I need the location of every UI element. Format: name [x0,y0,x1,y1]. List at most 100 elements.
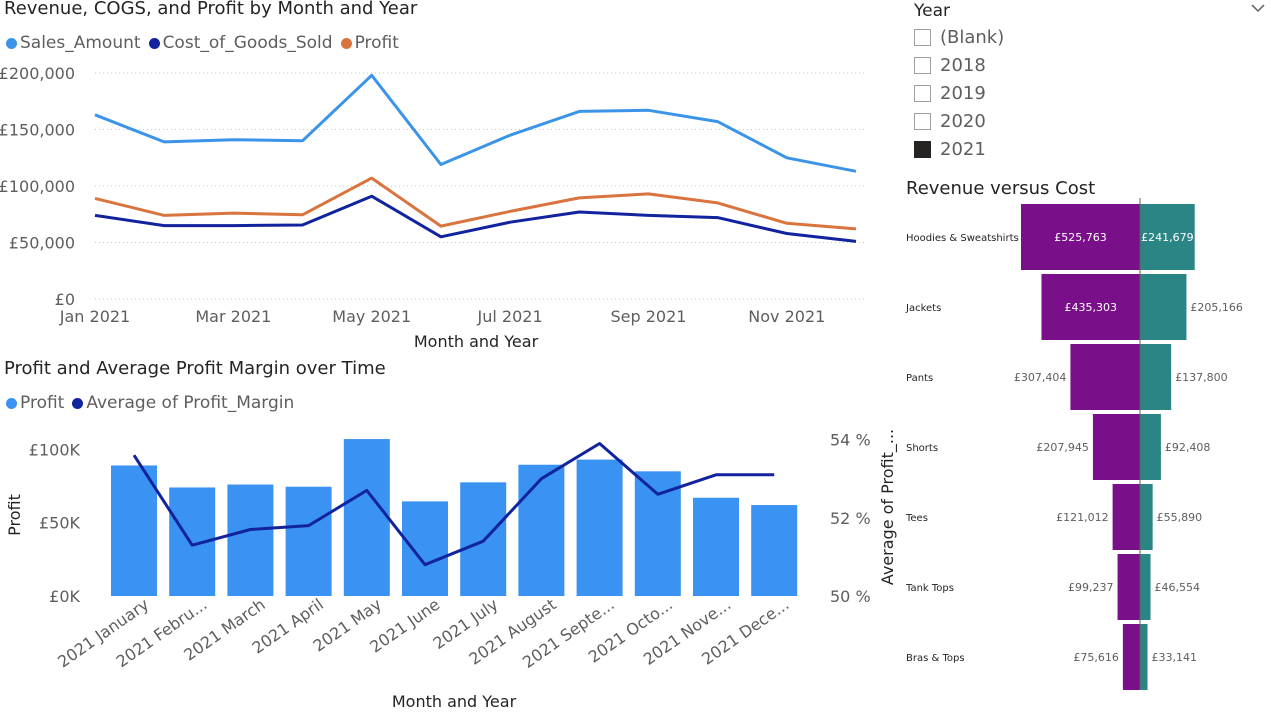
revenue-bar [1122,624,1140,690]
y-tick-label: £200,000 [0,64,75,83]
year-option-blank[interactable]: (Blank) [914,27,1004,48]
checkbox[interactable] [914,141,931,158]
profit-bar [285,486,332,596]
legend-dot-margin [72,397,84,409]
year-option-label: (Blank) [940,27,1005,48]
y2-axis-title: Average of Profit_... [878,429,898,585]
cost-bar [1140,554,1151,620]
year-slicer-title: Year [914,1,950,21]
x-axis-title: Month and Year [392,692,517,711]
cost-data-label: £46,554 [1155,581,1201,594]
cost-data-label: £137,800 [1175,371,1228,384]
cost-bar [1140,344,1172,410]
checkbox[interactable] [914,29,931,46]
year-option-2019[interactable]: 2019 [914,83,986,104]
revenue-bar [1070,344,1140,410]
checkbox[interactable] [914,85,931,102]
legend-label-profit: Profit [354,33,399,53]
combo-chart-legend: Profit Average of Profit_Margin [6,393,302,413]
revenue-data-label: £99,237 [1068,581,1114,594]
revenue-data-label: £525,763 [1054,231,1107,244]
category-label: Jackets [905,303,941,314]
y-tick-label: £50K [39,514,81,533]
x-axis-title: Month and Year [414,332,539,351]
x-tick-label: Nov 2021 [748,307,825,326]
profit-bar [518,464,565,596]
profit-bar [111,465,157,596]
y-tick-label: £50,000 [9,234,75,253]
checkbox[interactable] [914,57,931,74]
profit-margin-combo-chart[interactable]: £0K £50K £100K 50 % 52 % 54 % Profit Average of… [0,415,900,715]
category-label: Pants [906,373,933,384]
legend-item-profit-bar[interactable]: Profit [6,393,64,413]
legend-item-margin[interactable]: Average of Profit_Margin [72,393,294,413]
legend-dot-cogs [148,37,160,49]
legend-dot-sales [6,37,17,49]
revenue-cost-title: Revenue versus Cost [906,178,1096,199]
cost-bar [1140,624,1148,690]
category-label: Hoodies & Sweatshirts [906,233,1019,244]
cost-data-label: £205,166 [1190,301,1243,314]
revenue-bar [1092,414,1140,480]
line-chart-title: Revenue, COGS, and Profit by Month and Y… [4,0,418,19]
legend-dot-profit-bar [6,397,17,409]
legend-item-profit[interactable]: Profit [340,33,399,53]
y2-tick-label: 54 % [830,431,871,450]
x-tick-label: Jan 2021 [59,307,130,326]
year-option-2020[interactable]: 2020 [914,111,986,132]
profit-bar [693,497,739,596]
revenue-versus-cost-chart[interactable]: Hoodies & Sweatshirts £525,763 £241,679 Jac… [900,198,1271,698]
y-tick-label: £100K [29,440,81,459]
y-tick-label: £150,000 [0,121,75,140]
x-tick-label: Mar 2021 [195,307,271,326]
revenue-data-label: £307,404 [1014,371,1067,384]
profit-bar [751,505,798,596]
year-option-label: 2020 [940,111,986,132]
y-axis-title: Profit [5,494,24,536]
year-option-label: 2018 [940,55,986,76]
cost-bar [1140,414,1161,480]
combo-chart-title: Profit and Average Profit Margin over Ti… [4,358,386,379]
cost-bar [1140,484,1153,550]
sales-line [94,73,857,173]
cost-bar [1140,274,1187,340]
x-tick-label: Sep 2021 [610,307,686,326]
revenue-bar [1021,204,1140,270]
legend-item-sales[interactable]: Sales_Amount [6,33,141,53]
profit-margin-line [132,442,775,567]
cost-bar [1140,204,1195,270]
cogs-line [94,194,857,243]
cost-data-label: £92,408 [1165,441,1211,454]
legend-label-margin: Average of Profit_Margin [86,393,295,413]
y-tick-label: £0K [49,587,80,606]
legend-label-profit-bar: Profit [20,393,65,413]
category-label: Tank Tops [905,583,954,594]
category-label: Shorts [906,443,938,454]
line-chart-legend: Sales_Amount Cost_of_Goods_Sold Profit [6,33,407,53]
legend-dot-profit [340,37,352,49]
profit-bar [402,501,448,596]
y-tick-label: £0 [55,290,75,309]
cost-data-label: £241,679 [1141,231,1194,244]
year-option-2021[interactable]: 2021 [914,139,986,160]
profit-bar [227,484,274,596]
legend-item-cogs[interactable]: Cost_of_Goods_Sold [148,33,333,53]
cost-data-label: £55,890 [1157,511,1203,524]
category-label: Tees [905,513,928,524]
y2-tick-label: 50 % [830,587,871,606]
profit-bar [576,459,623,596]
revenue-data-label: £207,945 [1036,441,1089,454]
y2-tick-label: 52 % [830,509,871,528]
revenue-bar [1112,484,1140,550]
profit-bar [343,439,390,596]
year-option-2018[interactable]: 2018 [914,55,986,76]
revenue-data-label: £435,303 [1064,301,1117,314]
revenue-bar [1117,554,1140,620]
legend-label-sales: Sales_Amount [20,33,141,53]
profit-line [94,176,857,231]
revenue-data-label: £121,012 [1056,511,1109,524]
chevron-down-icon[interactable] [1250,2,1266,14]
checkbox[interactable] [914,113,931,130]
revenue-bar [1041,274,1140,340]
revenue-cogs-profit-line-chart[interactable]: £0 £50,000 £100,000 £150,000 £200,000 Jan 202… [0,0,880,360]
